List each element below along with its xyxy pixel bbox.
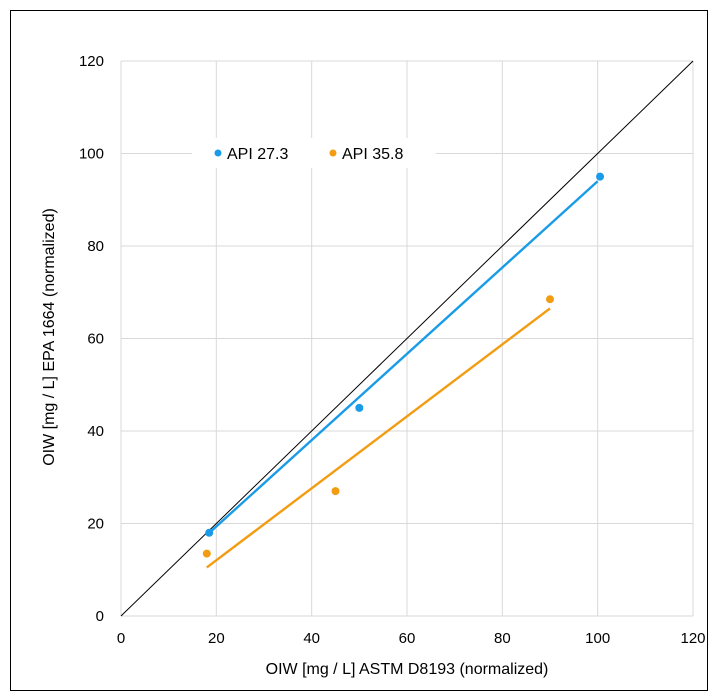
x-tick-label: 100 [585,630,610,647]
y-tick-label: 40 [87,423,104,440]
data-point-series-1 [355,403,364,412]
y-tick-label: 20 [87,516,104,533]
x-tick-label: 0 [117,630,125,647]
chart-frame [10,10,708,691]
x-tick-label: 40 [303,630,320,647]
y-tick-label: 100 [79,146,104,163]
data-point-series-2 [546,295,554,304]
x-tick-label: 120 [680,630,705,647]
legend-marker [329,149,337,157]
x-axis-ticks: 0 20 40 60 80 100 120 [117,630,706,647]
x-tick-label: 80 [494,630,511,647]
legend-label: API 27.3 [227,146,288,163]
y-axis-label: OIW [mg / L] EPA 1664 (normalized) [41,208,58,466]
data-points [202,172,605,558]
y-tick-label: 80 [87,238,104,255]
legend-marker [214,149,222,157]
y-tick-label: 60 [87,331,104,348]
y-axis-ticks: 0 20 40 60 80 100 120 [79,53,104,625]
data-point-series-1 [205,528,214,537]
data-point-series-2 [202,549,211,558]
trendline-series-2 [206,307,551,569]
y-tick-label: 120 [79,53,104,70]
x-axis-label: OIW [mg / L] ASTM D8193 (normalized) [266,661,549,678]
legend-label: API 35.8 [342,146,403,163]
data-point-series-1 [596,172,605,181]
data-point-series-2 [331,487,340,496]
identity-line [120,60,694,617]
reference-line [120,60,694,617]
y-tick-label: 0 [96,608,104,625]
legend: API 27.3 API 35.8 [192,138,436,168]
legend-background [192,138,436,168]
x-tick-label: 60 [399,630,416,647]
trendlines [205,180,599,569]
x-tick-label: 20 [208,630,225,647]
trendline-series-1 [205,180,599,536]
